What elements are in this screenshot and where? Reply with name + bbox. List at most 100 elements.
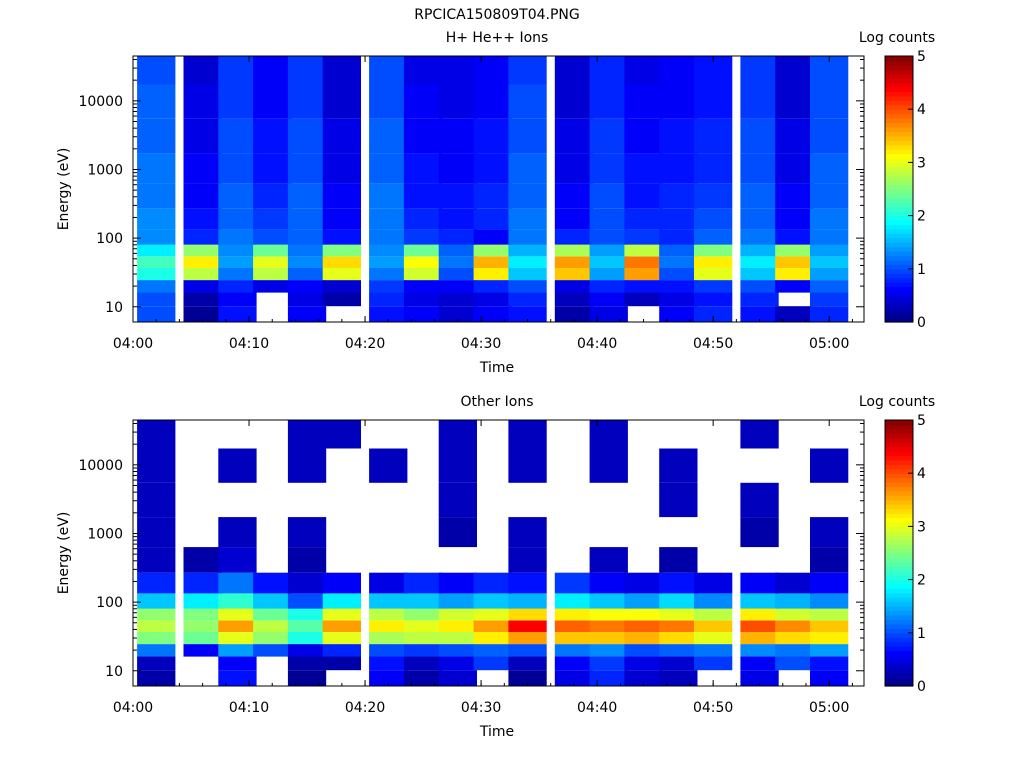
heatmap-cell (218, 547, 257, 573)
heatmap-cell (369, 84, 408, 119)
heatmap-cell (508, 229, 547, 245)
heatmap-cell (253, 118, 292, 154)
colorbar-swatch (885, 584, 913, 590)
heatmap-cell (775, 84, 814, 119)
heatmap-cell (810, 620, 849, 632)
heatmap-cell (438, 448, 477, 483)
colorbar-swatch (885, 442, 913, 448)
heatmap-cell (473, 229, 512, 245)
heatmap-cell (775, 280, 814, 293)
heatmap-cell (508, 644, 547, 657)
heatmap-cell (508, 608, 547, 621)
heatmap-cell (554, 183, 594, 209)
heatmap-cell (508, 547, 547, 573)
heatmap-cell (659, 268, 698, 281)
colorbar-swatch (885, 259, 913, 265)
heatmap-cell (554, 572, 594, 594)
colorbar-swatch (885, 544, 913, 550)
heatmap-cell (694, 644, 733, 657)
heatmap-cell (659, 593, 698, 609)
heatmap-cell (810, 229, 849, 245)
heatmap-cell (253, 593, 292, 609)
heatmap-cell (740, 183, 779, 209)
heatmap-cell (473, 292, 512, 307)
heatmap-cell (508, 420, 547, 449)
heatmap-cell (369, 670, 408, 686)
heatmap-cell (810, 292, 849, 307)
heatmap-cell (775, 229, 814, 245)
heatmap-cell (659, 292, 698, 307)
colorbar-swatch (885, 641, 913, 647)
heatmap-cell (740, 670, 779, 686)
y-tick-label: 100 (96, 231, 123, 247)
heatmap-cell (369, 256, 408, 268)
heatmap-cell (287, 256, 327, 268)
x-tick-label: 05:00 (809, 336, 849, 352)
heatmap-cell (694, 118, 733, 154)
heatmap-cell (810, 244, 849, 257)
heatmap-cell (287, 448, 327, 483)
heatmap-cell (438, 632, 477, 645)
heatmap-cell (624, 670, 663, 686)
colorbar-swatch (885, 131, 913, 137)
colorbar-swatch (885, 455, 913, 461)
heatmap-cell (740, 644, 779, 657)
heatmap-cell (218, 244, 257, 257)
heatmap-cell (624, 572, 663, 594)
heatmap-cell (740, 306, 779, 322)
colorbar-swatch (885, 597, 913, 603)
heatmap-cell (253, 572, 292, 594)
heatmap-cell (589, 547, 628, 573)
heatmap-cell (589, 208, 628, 230)
colorbar-swatch (885, 459, 913, 465)
x-tick-label: 04:10 (229, 700, 269, 716)
heatmap-cell (589, 229, 628, 245)
colorbar-swatch (885, 149, 913, 155)
heatmap-cell (740, 632, 779, 645)
heatmap-cell (740, 268, 779, 281)
heatmap-cell (403, 256, 443, 268)
heatmap-cell (183, 632, 222, 645)
colorbar-swatch (885, 570, 913, 576)
heatmap-cell (218, 620, 257, 632)
colorbar-swatch (885, 575, 913, 581)
heatmap-cell (740, 56, 779, 85)
heatmap-cell (694, 280, 733, 293)
heatmap-cell (218, 572, 257, 594)
heatmap-cell (218, 632, 257, 645)
heatmap-cell (589, 280, 628, 293)
heatmap-cell (624, 644, 663, 657)
heatmap-cell (287, 56, 327, 85)
colorbar-swatch (885, 157, 913, 163)
heatmap-cell (659, 482, 698, 518)
colorbar-swatch (885, 64, 913, 70)
heatmap-cell (473, 208, 512, 230)
heatmap-cell (810, 306, 849, 322)
heatmap-cell (438, 229, 477, 245)
y-tick-label: 1000 (87, 162, 123, 178)
colorbar-swatch (885, 171, 913, 177)
heatmap-cell (508, 306, 547, 322)
colorbar-swatch (885, 646, 913, 652)
heatmap-cell (137, 183, 176, 209)
heatmap-cell (218, 280, 257, 293)
heatmap-cell (740, 292, 779, 307)
heatmap-cell (740, 280, 779, 293)
colorbar-swatch (885, 499, 913, 505)
colorbar-swatch (885, 482, 913, 488)
heatmap-cell (810, 280, 849, 293)
heatmap-cell (183, 183, 222, 209)
colorbar-tick-label: 4 (917, 466, 926, 482)
heatmap-cell (438, 620, 477, 632)
y-axis-ticks: 10 100 1000 10000 (78, 423, 864, 680)
heatmap-cell (287, 572, 327, 594)
y-tick-label: 10000 (78, 94, 123, 110)
heatmap-cell (694, 229, 733, 245)
heatmap-cell (369, 118, 408, 154)
heatmap-cell (740, 656, 779, 671)
heatmap-cell (554, 208, 594, 230)
heatmap-cell (624, 118, 663, 154)
heatmap-cell (287, 208, 327, 230)
heatmap-cell (659, 183, 698, 209)
colorbar-tick-label: 5 (917, 413, 926, 429)
